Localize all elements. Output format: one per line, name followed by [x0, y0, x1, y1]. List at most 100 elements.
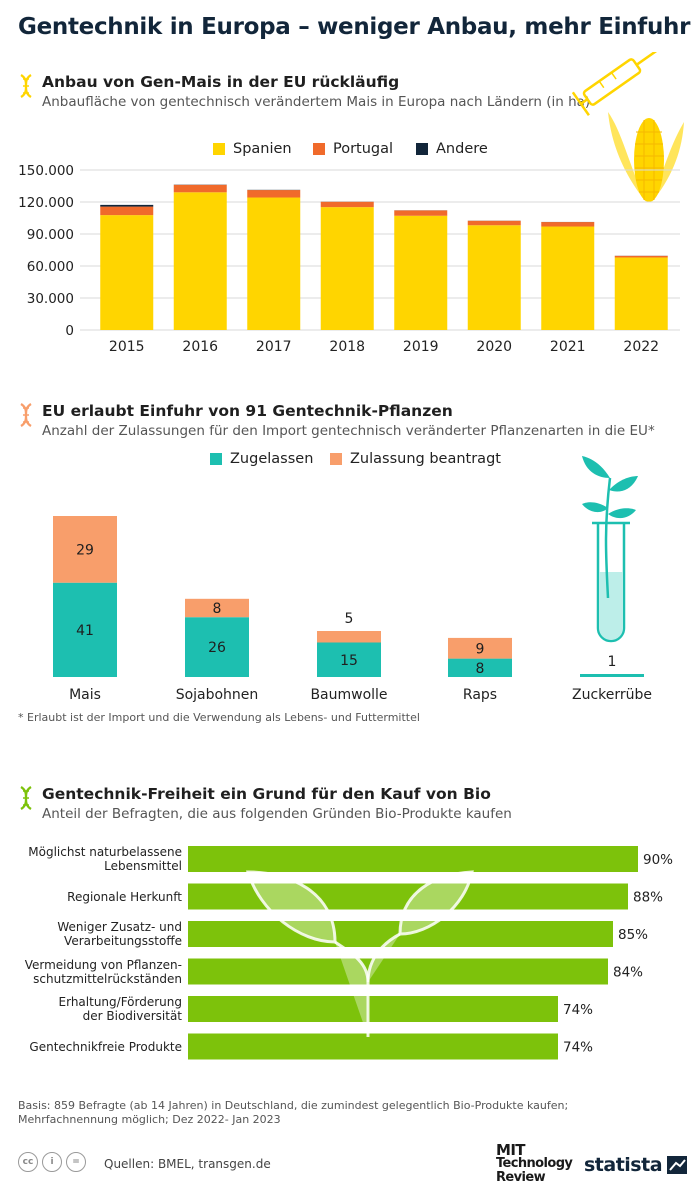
bar-segment-spanien	[467, 225, 521, 330]
bar-segment-beantragt	[317, 631, 381, 643]
legend-swatch	[313, 143, 325, 155]
bar	[188, 1033, 558, 1060]
basis-note: Basis: 859 Befragte (ab 14 Jahren) in De…	[18, 1099, 569, 1126]
mit-technology-review-logo: MIT Technology Review	[496, 1141, 573, 1185]
value-label: 88%	[633, 890, 663, 906]
bar-segment-portugal	[394, 210, 448, 216]
bar-segment-spanien	[173, 192, 227, 330]
legend-item-zugelassen: Zugelassen	[210, 451, 313, 467]
page-title: Gentechnik in Europa – weniger Anbau, me…	[18, 14, 691, 40]
bar-segment-spanien	[614, 257, 668, 330]
by-icon: i	[42, 1152, 62, 1172]
x-tick-label: 2017	[256, 339, 292, 355]
section2-subtitle: Anzahl der Zulassungen für den Import ge…	[42, 423, 655, 439]
bar-segment-spanien	[320, 207, 374, 330]
category-label: Sojabohnen	[176, 687, 259, 702]
category-label: Zuckerrübe	[572, 687, 652, 702]
value-label: 74%	[563, 1040, 593, 1056]
data-label: 9	[476, 641, 485, 657]
category-label: Raps	[463, 687, 497, 702]
bar	[188, 846, 638, 872]
legend-swatch	[330, 453, 342, 465]
legend-item-portugal: Portugal	[313, 141, 393, 157]
bar-segment-portugal	[541, 222, 595, 227]
data-label: 8	[213, 601, 222, 617]
category-label: Baumwolle	[310, 687, 387, 702]
nd-icon: =	[66, 1152, 86, 1172]
value-label: 74%	[563, 1002, 593, 1018]
bar-segment-portugal	[467, 220, 521, 226]
bar-segment-spanien	[394, 215, 448, 330]
bar	[188, 958, 608, 985]
bar-segment-portugal	[100, 206, 154, 216]
data-label: 15	[340, 653, 358, 669]
sources: Quellen: BMEL, transgen.de	[104, 1157, 271, 1171]
data-label: 5	[345, 611, 354, 627]
category-label: Gentechnikfreie Produkte	[29, 1039, 182, 1054]
category-label: Weniger Zusatz- und Verarbeitungsstoffe	[57, 920, 182, 948]
data-label: 1	[608, 654, 617, 670]
bar-segment-portugal	[173, 184, 227, 193]
x-tick-label: 2016	[182, 339, 218, 355]
bar-segment-spanien	[247, 197, 301, 330]
dna-icon	[20, 403, 32, 427]
y-tick-label: 30.000	[27, 291, 74, 307]
bar-segment-zugelassen	[53, 582, 117, 677]
bar-segment-zugelassen	[580, 674, 644, 677]
section2-title: EU erlaubt Einfuhr von 91 Gentechnik-Pfl…	[42, 402, 453, 420]
bar	[188, 996, 558, 1022]
x-tick-label: 2018	[329, 339, 365, 355]
section3-subtitle: Anteil der Befragten, die aus folgenden …	[42, 806, 512, 822]
cc-icon: cc	[18, 1152, 38, 1172]
bar-segment-beantragt	[185, 598, 249, 618]
data-label: 8	[476, 661, 485, 677]
x-tick-label: 2019	[403, 339, 439, 355]
value-label: 84%	[613, 965, 643, 981]
y-tick-label: 0	[65, 323, 74, 339]
data-label: 26	[208, 640, 226, 656]
value-label: 90%	[643, 852, 673, 868]
x-tick-label: 2015	[109, 339, 145, 355]
y-tick-label: 90.000	[27, 227, 74, 243]
section1-subtitle: Anbaufläche von gentechnisch verändertem…	[42, 94, 591, 110]
bar-segment-zugelassen	[448, 658, 512, 677]
category-label: Mais	[69, 687, 101, 702]
bar-segment-portugal	[247, 190, 301, 198]
bar-segment-spanien	[100, 215, 154, 330]
bar-segment-portugal	[320, 201, 374, 208]
bar-segment-zugelassen	[185, 617, 249, 677]
dna-icon	[20, 74, 32, 98]
bar-segment-andere	[100, 204, 154, 207]
y-tick-label: 60.000	[27, 259, 74, 275]
x-tick-label: 2021	[550, 339, 586, 355]
dna-icon	[20, 786, 32, 810]
legend-swatch	[416, 143, 428, 155]
leaves-sprout-icon	[245, 870, 474, 1037]
statista-logo: statista	[584, 1154, 688, 1176]
bar-segment-portugal	[614, 255, 668, 258]
import-approvals-chart: 41 29 Mais 26 8 Sojabohnen 15 5 Baumwolle 8 9 Raps 1…	[53, 516, 652, 702]
section2-footnote: * Erlaubt ist der Import und die Verwend…	[18, 711, 420, 724]
section1-title: Anbau von Gen-Mais in der EU rückläufig	[42, 73, 400, 91]
x-tick-label: 2022	[623, 339, 659, 355]
category-label: Vermeidung von Pflanzen-schutzmittelrück…	[24, 957, 182, 986]
license-icons: cc i =	[18, 1152, 86, 1172]
value-label: 85%	[618, 927, 648, 943]
category-label: Möglichst naturbelassene Lebensmittel	[28, 845, 182, 873]
y-tick-label: 150.000	[18, 163, 74, 179]
corn-syringe-icon	[572, 52, 684, 202]
category-label: Erhaltung/Förderung der Biodiversität	[58, 995, 182, 1023]
legend-swatch	[213, 143, 225, 155]
section3-title: Gentechnik-Freiheit ein Grund für den Ka…	[42, 785, 491, 803]
bar-segment-zugelassen	[317, 642, 381, 677]
y-tick-label: 120.000	[18, 195, 74, 211]
legend-item-beantragt: Zulassung beantragt	[330, 451, 501, 467]
legend-swatch	[210, 453, 222, 465]
sprout-test-tube-icon	[582, 456, 638, 643]
data-label: 29	[76, 542, 94, 558]
statista-icon	[667, 1156, 688, 1174]
bar-segment-beantragt	[53, 516, 117, 583]
bar-segment-spanien	[541, 226, 595, 330]
x-tick-label: 2020	[476, 339, 512, 355]
data-label: 41	[76, 623, 94, 639]
